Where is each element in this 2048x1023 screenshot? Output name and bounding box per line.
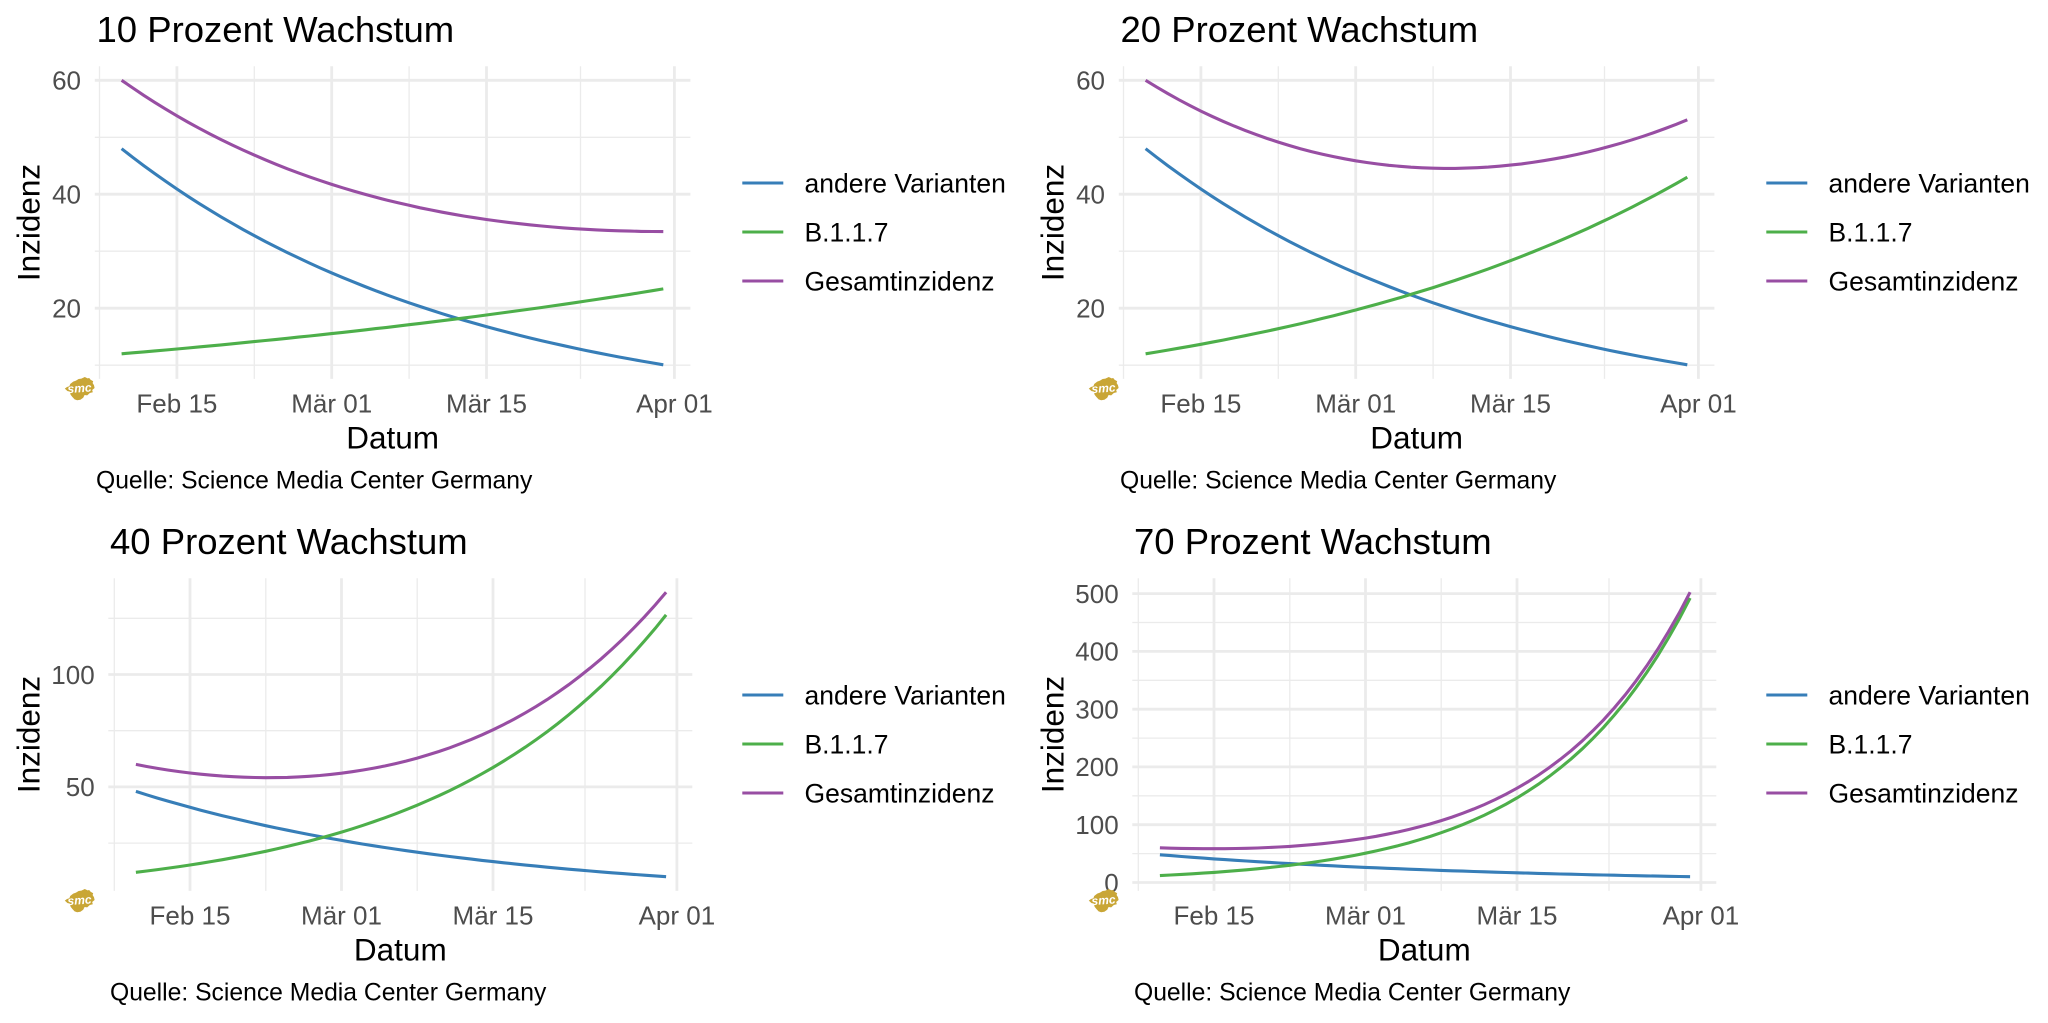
svg-text:300: 300 [1075,695,1118,725]
svg-text:Quelle: Science Media Center G: Quelle: Science Media Center Germany [96,468,533,495]
svg-text:smc: smc [67,892,92,908]
svg-text:Mär 15: Mär 15 [446,389,527,419]
svg-text:andere Varianten: andere Varianten [805,168,1006,198]
svg-text:Feb 15: Feb 15 [136,389,217,419]
svg-text:70 Prozent Wachstum: 70 Prozent Wachstum [1134,521,1492,562]
svg-text:B.1.1.7: B.1.1.7 [1829,217,1913,247]
svg-text:Mär 01: Mär 01 [1325,901,1406,931]
svg-text:Inzidenz: Inzidenz [11,164,47,281]
svg-text:50: 50 [66,772,95,802]
svg-text:smc: smc [1091,892,1116,908]
svg-text:Mär 01: Mär 01 [301,901,382,931]
svg-text:20: 20 [52,294,81,324]
svg-text:Mär 15: Mär 15 [1470,389,1551,419]
svg-text:B.1.1.7: B.1.1.7 [805,729,889,759]
svg-text:Inzidenz: Inzidenz [1035,676,1071,793]
svg-text:Datum: Datum [346,420,439,456]
svg-text:Mär 15: Mär 15 [1477,901,1558,931]
svg-text:Datum: Datum [1378,932,1471,968]
svg-text:Feb 15: Feb 15 [1160,389,1241,419]
svg-text:60: 60 [1076,66,1105,96]
svg-text:smc: smc [1091,380,1116,396]
svg-text:40: 40 [52,180,81,210]
svg-text:Gesamtinzidenz: Gesamtinzidenz [805,266,995,296]
svg-text:60: 60 [52,66,81,96]
svg-text:10 Prozent Wachstum: 10 Prozent Wachstum [97,9,455,50]
svg-text:andere Varianten: andere Varianten [1829,168,2030,198]
svg-text:20 Prozent Wachstum: 20 Prozent Wachstum [1121,9,1479,50]
svg-text:Mär 15: Mär 15 [453,901,534,931]
svg-text:Apr 01: Apr 01 [1660,389,1737,419]
svg-text:Mär 01: Mär 01 [1315,389,1396,419]
svg-text:Quelle: Science Media Center G: Quelle: Science Media Center Germany [1134,980,1571,1007]
svg-text:B.1.1.7: B.1.1.7 [1829,729,1913,759]
svg-text:Datum: Datum [354,932,447,968]
svg-text:Feb 15: Feb 15 [1174,901,1255,931]
svg-text:Gesamtinzidenz: Gesamtinzidenz [1829,266,2019,296]
svg-text:B.1.1.7: B.1.1.7 [805,217,889,247]
svg-text:Mär 01: Mär 01 [291,389,372,419]
svg-text:Quelle: Science Media Center G: Quelle: Science Media Center Germany [110,980,547,1007]
svg-text:500: 500 [1075,579,1118,609]
svg-text:100: 100 [51,660,94,690]
svg-text:andere Varianten: andere Varianten [1829,680,2030,710]
svg-text:400: 400 [1075,637,1118,667]
svg-text:Quelle: Science Media Center G: Quelle: Science Media Center Germany [1120,468,1557,495]
svg-text:Gesamtinzidenz: Gesamtinzidenz [805,778,995,808]
svg-text:40 Prozent Wachstum: 40 Prozent Wachstum [110,521,468,562]
svg-text:Datum: Datum [1370,420,1463,456]
svg-text:40: 40 [1076,180,1105,210]
svg-text:Feb 15: Feb 15 [150,901,231,931]
svg-text:smc: smc [67,380,92,396]
svg-text:100: 100 [1075,810,1118,840]
svg-text:Apr 01: Apr 01 [1663,901,1740,931]
svg-text:Inzidenz: Inzidenz [1035,164,1071,281]
svg-text:andere Varianten: andere Varianten [805,680,1006,710]
svg-text:200: 200 [1075,752,1118,782]
svg-text:Inzidenz: Inzidenz [11,676,47,793]
svg-text:20: 20 [1076,294,1105,324]
svg-text:Apr 01: Apr 01 [636,389,713,419]
svg-text:Apr 01: Apr 01 [639,901,716,931]
svg-text:Gesamtinzidenz: Gesamtinzidenz [1829,778,2019,808]
